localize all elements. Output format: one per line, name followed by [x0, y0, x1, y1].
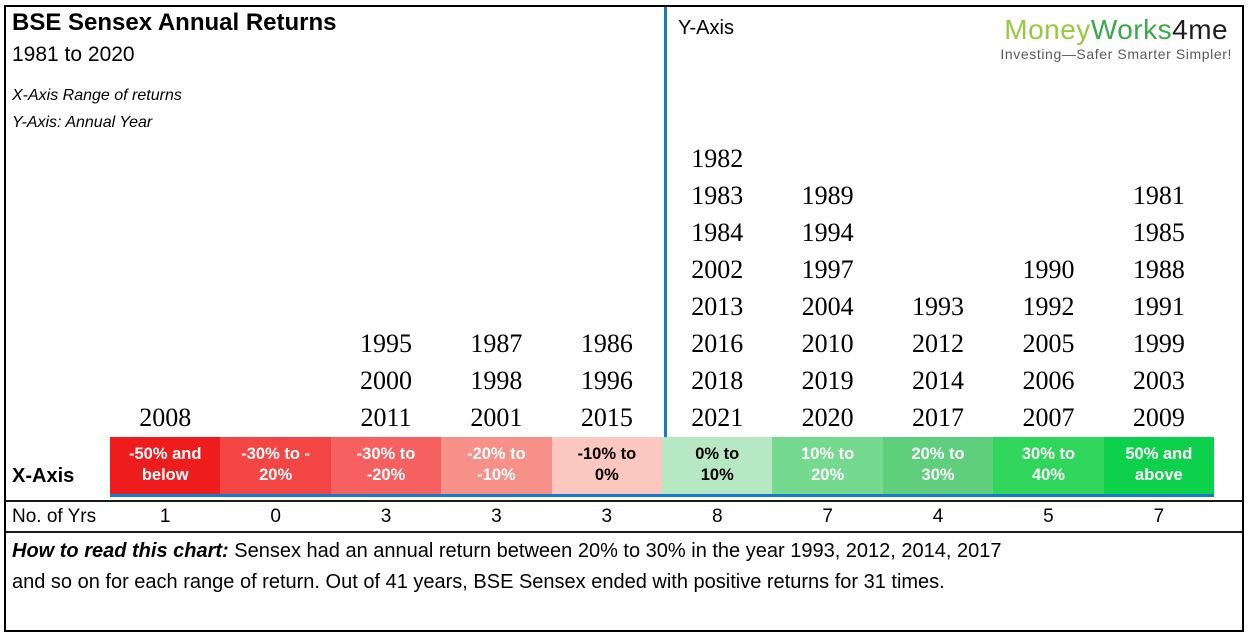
- year-2001: 2001: [470, 403, 523, 432]
- year-1984: 1984: [691, 218, 744, 247]
- year-2018: 2018: [691, 366, 744, 395]
- year-2016: 2016: [691, 329, 744, 358]
- year-1987: 1987: [470, 329, 523, 358]
- year-1999: 1999: [1132, 329, 1185, 358]
- range-cell-8: 20% to 30%: [882, 437, 994, 494]
- footnote-lead: How to read this chart:: [12, 540, 229, 562]
- count-6: 8: [711, 506, 723, 527]
- date-range-subtitle: 1981 to 2020: [12, 43, 135, 66]
- year-1996: 1996: [580, 366, 633, 395]
- year-2020: 2020: [801, 403, 854, 432]
- range-cell-3: -30% to -20%: [330, 437, 442, 494]
- year-1994: 1994: [801, 218, 854, 247]
- y-axis-label: Y-Axis: [678, 17, 734, 39]
- band-bottom-divider: [6, 500, 1242, 502]
- year-column-8: 1993 2012 2014 2017: [883, 140, 993, 436]
- year-histogram-grid: 2008 1995 2000 2011 1987 1998 2001 1986 1996 2015…: [110, 140, 1214, 436]
- x-axis-note: X-Axis Range of returns: [12, 87, 182, 104]
- year-1983: 1983: [691, 181, 744, 210]
- how-to-read-footnote: How to read this chart: Sensex had an an…: [12, 536, 1234, 598]
- logo-part-money: Money: [1004, 14, 1091, 45]
- logo-tagline: Investing—Safer Smarter Simpler!: [1000, 45, 1232, 62]
- year-2003: 2003: [1132, 366, 1185, 395]
- count-3: 3: [380, 506, 392, 527]
- year-column-10: 1981 1985 1988 1991 1999 2003 2009: [1104, 140, 1214, 436]
- year-column-1: 2008: [110, 140, 220, 436]
- year-1989: 1989: [801, 181, 854, 210]
- footnote-line-1-rest: Sensex had an annual return between 20% …: [228, 540, 1002, 562]
- year-2000: 2000: [360, 366, 413, 395]
- year-2012: 2012: [912, 329, 965, 358]
- year-1995: 1995: [360, 329, 413, 358]
- return-range-band: -50% and below -30% to - 20% -30% to -20% -…: [110, 437, 1215, 497]
- count-10: 7: [1153, 506, 1165, 527]
- year-column-6: 1982 1983 1984 2002 2013 2016 2018 2021: [662, 140, 772, 436]
- year-column-2: [220, 140, 330, 436]
- year-1990: 1990: [1022, 255, 1075, 284]
- year-1991: 1991: [1132, 292, 1185, 321]
- year-column-3: 1995 2000 2011: [331, 140, 441, 436]
- year-column-7: 1989 1994 1997 2004 2010 2019 2020: [772, 140, 882, 436]
- year-2011: 2011: [360, 403, 412, 432]
- x-axis-label: X-Axis: [12, 465, 75, 487]
- footnote-line-2: and so on for each range of return. Out …: [12, 571, 945, 593]
- year-2005: 2005: [1022, 329, 1075, 358]
- count-5: 3: [601, 506, 613, 527]
- year-2010: 2010: [801, 329, 854, 358]
- range-cell-1: -50% and below: [110, 437, 221, 494]
- year-2007: 2007: [1022, 403, 1075, 432]
- range-cell-6: 0% to 10%: [662, 437, 773, 494]
- footnote-divider: [6, 531, 1242, 533]
- count-7: 7: [822, 506, 833, 527]
- count-9: 5: [1043, 506, 1054, 527]
- range-cell-2: -30% to - 20%: [220, 437, 331, 494]
- years-count-row: 1 0 3 3 3 8 7 4 5 7: [110, 503, 1214, 530]
- logo-part-4me: 4me: [1172, 14, 1229, 45]
- year-1998: 1998: [470, 366, 523, 395]
- year-2008: 2008: [139, 403, 192, 432]
- range-cell-7: 10% to 20%: [772, 437, 883, 494]
- year-column-4: 1987 1998 2001: [441, 140, 551, 436]
- footnote-line-1: How to read this chart: Sensex had an an…: [12, 536, 1234, 567]
- logo-part-works: Works: [1090, 14, 1173, 45]
- range-cell-5: -10% to 0%: [551, 437, 663, 494]
- year-2014: 2014: [912, 366, 965, 395]
- year-1985: 1985: [1132, 218, 1185, 247]
- year-1981: 1981: [1132, 181, 1185, 210]
- range-cell-10: 50% and above: [1103, 437, 1215, 494]
- range-cell-9: 30% to 40%: [993, 437, 1104, 494]
- year-column-9: 1990 1992 2005 2006 2007: [993, 140, 1103, 436]
- range-cell-4: -20% to -10%: [441, 437, 552, 494]
- count-row-label: No. of Yrs: [12, 506, 97, 527]
- count-1: 1: [159, 506, 171, 527]
- positive-negative-divider-line: [664, 7, 667, 497]
- year-1992: 1992: [1022, 292, 1075, 321]
- year-2013: 2013: [691, 292, 744, 321]
- chart-canvas: BSE Sensex Annual Returns 1981 to 2020 X…: [4, 5, 1244, 632]
- count-8: 4: [932, 506, 944, 527]
- year-2002: 2002: [691, 255, 744, 284]
- year-2021: 2021: [691, 403, 744, 432]
- year-2004: 2004: [801, 292, 854, 321]
- year-1997: 1997: [801, 255, 854, 284]
- year-2015: 2015: [580, 403, 633, 432]
- year-column-5: 1986 1996 2015: [552, 140, 662, 436]
- year-2009: 2009: [1132, 403, 1185, 432]
- year-1993: 1993: [912, 292, 965, 321]
- moneyworks4me-logo: MoneyWorks4me Investing—Safer Smarter Si…: [1000, 14, 1232, 62]
- y-axis-note: Y-Axis: Annual Year: [12, 114, 153, 131]
- year-2017: 2017: [912, 403, 965, 432]
- count-4: 3: [491, 506, 502, 527]
- page-title: BSE Sensex Annual Returns: [12, 9, 337, 36]
- year-1986: 1986: [580, 329, 633, 358]
- year-2006: 2006: [1022, 366, 1075, 395]
- count-2: 0: [270, 506, 281, 527]
- year-2019: 2019: [801, 366, 854, 395]
- year-1982: 1982: [691, 144, 744, 173]
- year-1988: 1988: [1132, 255, 1185, 284]
- logo-wordmark: MoneyWorks4me: [1000, 14, 1232, 46]
